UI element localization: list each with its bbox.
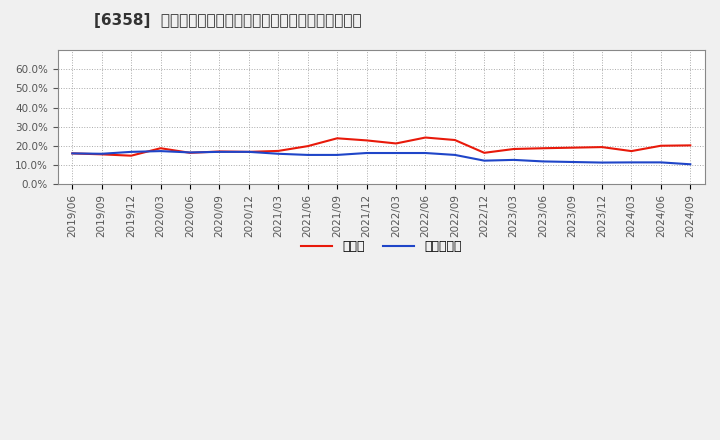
- 現顔金: [303, 143, 312, 149]
- 有利子負債: [156, 148, 165, 154]
- 有利子負債: [539, 159, 547, 164]
- 現顔金: [186, 150, 194, 155]
- Line: 有利子負債: 有利子負債: [72, 151, 690, 164]
- 有利子負債: [127, 149, 135, 154]
- 現顔金: [568, 145, 577, 150]
- 現顔金: [539, 146, 547, 151]
- 現顔金: [598, 144, 606, 150]
- 有利子負債: [657, 160, 665, 165]
- 有利子負債: [245, 149, 253, 154]
- 有利子負債: [686, 161, 695, 167]
- 有利子負債: [451, 152, 459, 158]
- 現顔金: [215, 149, 224, 154]
- 有利子負債: [598, 160, 606, 165]
- 有利子負債: [68, 151, 76, 156]
- 有利子負債: [303, 152, 312, 158]
- 現顔金: [97, 152, 106, 157]
- 有利子負債: [421, 150, 430, 156]
- 有利子負債: [568, 159, 577, 165]
- 有利子負債: [392, 150, 400, 156]
- 有利子負債: [274, 151, 283, 156]
- 有利子負債: [480, 158, 489, 163]
- 有利子負債: [510, 157, 518, 162]
- 現顔金: [686, 143, 695, 148]
- 現顔金: [657, 143, 665, 148]
- 有利子負債: [97, 151, 106, 156]
- 現顔金: [510, 147, 518, 152]
- 現顔金: [245, 149, 253, 154]
- 有利子負債: [627, 160, 636, 165]
- Text: [6358]  現顔金、有利子負債の総資産に対する比率の推移: [6358] 現顔金、有利子負債の総資産に対する比率の推移: [94, 13, 361, 28]
- 現顔金: [421, 135, 430, 140]
- 現顔金: [127, 153, 135, 158]
- 有利子負債: [362, 150, 371, 156]
- 有利子負債: [333, 152, 341, 158]
- 現顔金: [480, 150, 489, 155]
- 現顔金: [627, 148, 636, 154]
- Line: 現顔金: 現顔金: [72, 138, 690, 156]
- 現顔金: [274, 148, 283, 154]
- 現顔金: [451, 137, 459, 143]
- 有利子負債: [215, 149, 224, 154]
- 有利子負債: [186, 150, 194, 155]
- 現顔金: [333, 136, 341, 141]
- 現顔金: [68, 151, 76, 156]
- 現顔金: [362, 138, 371, 143]
- 現顔金: [392, 141, 400, 146]
- Legend: 現顔金, 有利子負債: 現顔金, 有利子負債: [296, 235, 467, 258]
- 現顔金: [156, 146, 165, 151]
